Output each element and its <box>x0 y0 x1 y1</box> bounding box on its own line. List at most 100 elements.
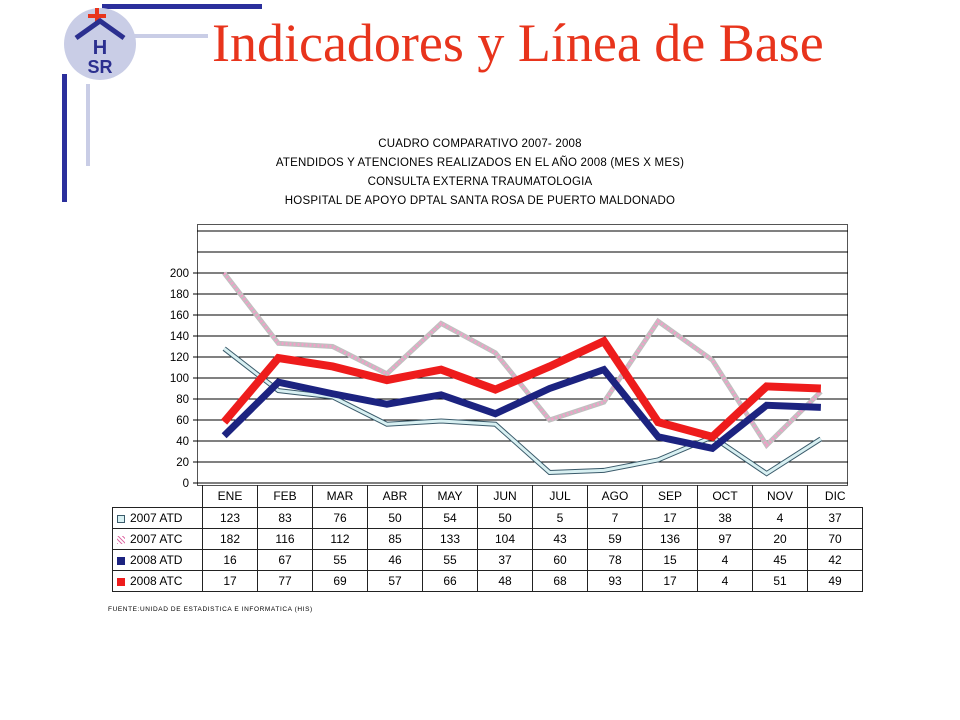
table-cell: 97 <box>697 528 753 550</box>
table-cell: 50 <box>367 507 423 529</box>
table-cell: 43 <box>532 528 588 550</box>
table-cell: 4 <box>752 507 808 529</box>
legend-entry: 2008 ATC <box>112 570 203 592</box>
table-cell: 55 <box>422 549 478 571</box>
chart-title-line-3: CONSULTA EXTERNA TRAUMATOLOGIA <box>367 176 593 188</box>
svg-text:H: H <box>93 37 107 59</box>
deco-bar-top-dark <box>102 4 262 9</box>
y-tick-label: 0 <box>183 478 189 490</box>
y-tick-label: 40 <box>176 436 189 448</box>
y-tick-label: 20 <box>176 457 189 469</box>
x-tick-label: OCT <box>697 485 753 508</box>
table-cell: 123 <box>202 507 258 529</box>
legend-swatch <box>117 535 125 544</box>
table-cell: 38 <box>697 507 753 529</box>
table-cell: 5 <box>532 507 588 529</box>
table-cell: 76 <box>312 507 368 529</box>
table-cell: 15 <box>642 549 698 571</box>
legend-entry: 2008 ATD <box>112 549 203 571</box>
table-cell: 104 <box>477 528 533 550</box>
legend-label: 2007 ATD <box>130 511 183 525</box>
x-tick-label: NOV <box>752 485 808 508</box>
chart-title-line-4: HOSPITAL DE APOYO DPTAL SANTA ROSA DE PU… <box>284 195 676 207</box>
table-cell: 7 <box>587 507 643 529</box>
table-row: 2007 ATD 123 83 76 50 54 50 5 7 17 38 4 37 <box>112 507 863 529</box>
series-line-2008-atc <box>221 336 822 442</box>
table-cell: 37 <box>477 549 533 571</box>
data-table: ENE FEB MAR ABR MAY JUN JUL AGO SEP OCT NOV DIC 2007… <box>112 485 863 592</box>
table-cell: 112 <box>312 528 368 550</box>
table-row: 2008 ATD 16 67 55 46 55 37 60 78 15 4 45 42 <box>112 549 863 571</box>
table-cell: 136 <box>642 528 698 550</box>
y-tick-label: 80 <box>176 394 189 406</box>
y-tick-label: 140 <box>170 331 189 343</box>
table-cell: 50 <box>477 507 533 529</box>
table-cell: 46 <box>367 549 423 571</box>
x-tick-label: JUL <box>532 485 588 508</box>
x-tick-label: MAR <box>312 485 368 508</box>
table-cell: 54 <box>422 507 478 529</box>
table-cell: 70 <box>807 528 863 550</box>
table-cell: 66 <box>422 570 478 592</box>
logo-emblem-icon: H SR <box>74 8 126 77</box>
table-cell: 116 <box>257 528 313 550</box>
y-tick-label: 200 <box>170 268 189 280</box>
x-tick-label: DIC <box>807 485 863 508</box>
table-cell: 133 <box>422 528 478 550</box>
x-tick-label: FEB <box>257 485 313 508</box>
table-cell: 49 <box>807 570 863 592</box>
table-cell: 17 <box>202 570 258 592</box>
table-cell: 4 <box>697 549 753 571</box>
legend-label: 2008 ATD <box>130 553 183 567</box>
legend-swatch <box>117 514 125 523</box>
table-cell: 78 <box>587 549 643 571</box>
y-tick-label: 100 <box>170 373 189 385</box>
table-corner <box>113 485 203 508</box>
table-cell: 69 <box>312 570 368 592</box>
legend-swatch <box>117 556 125 565</box>
legend-label: 2007 ATC <box>130 532 183 546</box>
source-note: FUENTE:UNIDAD DE ESTADISTICA E INFORMATI… <box>108 606 313 613</box>
table-cell: 51 <box>752 570 808 592</box>
svg-text:SR: SR <box>87 57 112 77</box>
table-cell: 83 <box>257 507 313 529</box>
table-cell: 93 <box>587 570 643 592</box>
series-line-2007-atc <box>222 272 822 448</box>
table-cell: 60 <box>532 549 588 571</box>
table-cell: 182 <box>202 528 258 550</box>
table-cell: 17 <box>642 570 698 592</box>
y-tick-label: 60 <box>176 415 189 427</box>
x-tick-label: ENE <box>202 485 258 508</box>
legend-swatch <box>117 577 125 586</box>
table-cell: 48 <box>477 570 533 592</box>
x-tick-label: MAY <box>422 485 478 508</box>
slide-title: Indicadores y Línea de Base <box>212 13 824 73</box>
x-tick-label: AGO <box>587 485 643 508</box>
table-cell: 37 <box>807 507 863 529</box>
table-cell: 59 <box>587 528 643 550</box>
table-cell: 45 <box>752 549 808 571</box>
y-tick-label: 160 <box>170 310 189 322</box>
deco-bar-left-light <box>86 84 90 166</box>
table-cell: 42 <box>807 549 863 571</box>
table-cell: 20 <box>752 528 808 550</box>
table-row: 2008 ATC 17 77 69 57 66 48 68 93 17 4 51 49 <box>112 570 863 592</box>
y-tick-label: 120 <box>170 352 189 364</box>
legend-entry: 2007 ATC <box>112 528 203 550</box>
deco-bar-left-dark <box>62 74 67 202</box>
table-cell: 85 <box>367 528 423 550</box>
table-cell: 67 <box>257 549 313 571</box>
table-cell: 77 <box>257 570 313 592</box>
deco-bar-top-light <box>108 34 208 38</box>
table-cell: 68 <box>532 570 588 592</box>
table-cell: 16 <box>202 549 258 571</box>
table-cell: 55 <box>312 549 368 571</box>
chart-title-line-1: CUADRO COMPARATIVO 2007- 2008 <box>378 138 582 150</box>
logo: H SR <box>64 8 136 80</box>
table-cell: 57 <box>367 570 423 592</box>
series-line-2008-atd <box>221 365 822 453</box>
x-tick-label: SEP <box>642 485 698 508</box>
table-cell: 17 <box>642 507 698 529</box>
chart-title-line-2: ATENDIDOS Y ATENCIONES REALIZADOS EN EL … <box>275 157 685 169</box>
